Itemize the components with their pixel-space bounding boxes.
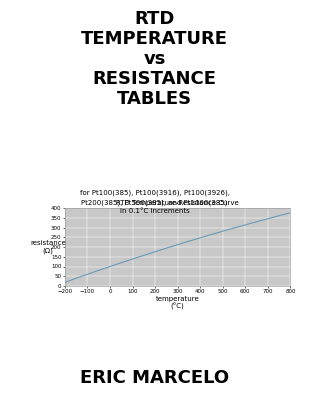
Text: ERIC MARCELO: ERIC MARCELO bbox=[80, 369, 229, 387]
Y-axis label: resistance
(Ω): resistance (Ω) bbox=[30, 240, 66, 254]
Text: RTD
TEMPERATURE
vs
RESISTANCE
TABLES: RTD TEMPERATURE vs RESISTANCE TABLES bbox=[81, 10, 228, 108]
X-axis label: temperature
(°C): temperature (°C) bbox=[156, 296, 200, 310]
Title: RTD Temperature-Resistance Curve: RTD Temperature-Resistance Curve bbox=[116, 200, 239, 206]
Text: for Pt100(385), Pt100(3916), Pt100(3926),
Pt200(385), Pt500(385), and Pt1000(385: for Pt100(385), Pt100(3916), Pt100(3926)… bbox=[79, 190, 230, 214]
